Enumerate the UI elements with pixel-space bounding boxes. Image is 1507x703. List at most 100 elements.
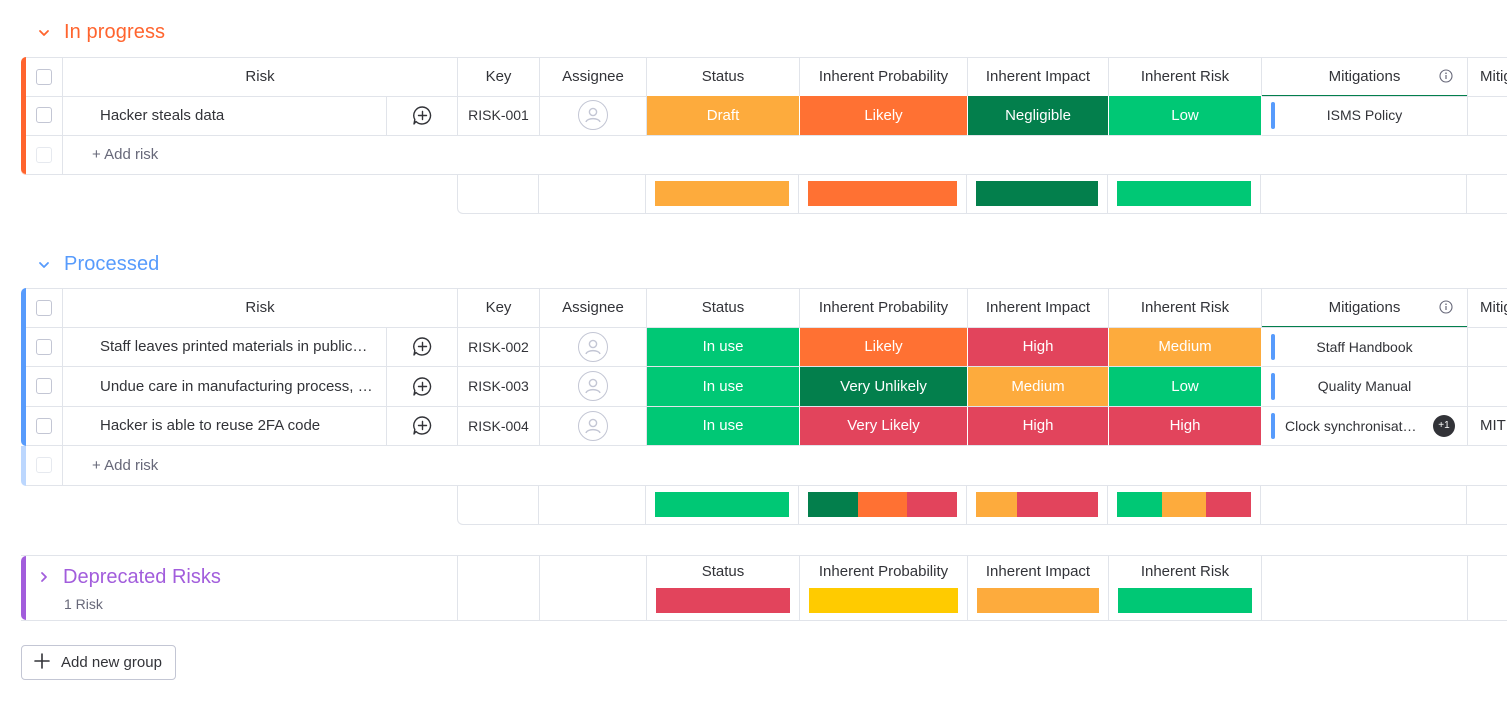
mitigations-2-cell[interactable]: MIT: [1468, 407, 1507, 446]
add-risk-row[interactable]: + Add risk: [21, 446, 1507, 486]
add-new-group-button[interactable]: Add new group: [21, 645, 176, 680]
group-collapsed-deprecated[interactable]: Deprecated Risks 1 Risk Status Inherent …: [21, 555, 1507, 621]
column-header-probability[interactable]: Inherent Probability: [800, 288, 968, 328]
avatar-placeholder-icon[interactable]: [578, 100, 608, 131]
table-row[interactable]: Staff leaves printed materials in public…: [21, 327, 1507, 367]
mitigation-link[interactable]: Clock synchronisat… +1: [1271, 412, 1458, 440]
column-header-impact[interactable]: Inherent Impact: [968, 57, 1109, 97]
column-header-mitigations[interactable]: Mitigations: [1262, 57, 1468, 97]
assignee-cell[interactable]: [540, 96, 647, 136]
column-header-risk[interactable]: Risk: [63, 288, 458, 328]
mitigation-cell[interactable]: Quality Manual: [1262, 367, 1468, 407]
probability-label[interactable]: Very Likely: [800, 406, 968, 446]
chevron-down-icon[interactable]: [36, 25, 52, 41]
mitigations-2-cell[interactable]: [1468, 328, 1507, 367]
column-header-mitigations-2[interactable]: Mitig: [1468, 57, 1507, 97]
inherent-risk-label[interactable]: Low: [1109, 367, 1262, 407]
status-label[interactable]: In use: [647, 406, 800, 446]
avatar-placeholder-icon[interactable]: [578, 371, 608, 402]
probability-summary-bar[interactable]: [808, 181, 957, 206]
column-header-status[interactable]: Status: [647, 288, 800, 328]
column-header-mitigations[interactable]: Mitigations: [1262, 288, 1468, 328]
probability-summary-bar[interactable]: [808, 492, 957, 517]
probability-label[interactable]: Likely: [800, 327, 968, 367]
column-header-key[interactable]: Key: [458, 288, 540, 328]
inherent-risk-summary-bar[interactable]: [1117, 492, 1251, 517]
assignee-cell[interactable]: [540, 327, 647, 367]
column-header-status[interactable]: Status: [647, 57, 800, 97]
row-checkbox[interactable]: [26, 367, 63, 407]
table-row[interactable]: Hacker steals data RISK-001 Draft Likely…: [21, 96, 1507, 136]
status-label[interactable]: Draft: [647, 96, 800, 136]
risk-name[interactable]: Hacker is able to reuse 2FA code: [63, 406, 387, 446]
column-header-inherent-risk[interactable]: Inherent Risk: [1109, 288, 1262, 328]
mitigation-cell[interactable]: Staff Handbook: [1262, 327, 1468, 367]
assignee-cell[interactable]: [540, 406, 647, 446]
column-header-impact[interactable]: Inherent Impact: [968, 288, 1109, 328]
table-row[interactable]: Hacker is able to reuse 2FA code RISK-00…: [21, 406, 1507, 446]
mitigation-cell[interactable]: ISMS Policy: [1262, 96, 1468, 136]
select-all-checkbox[interactable]: [26, 288, 63, 328]
table-row[interactable]: Undue care in manufacturing process, … R…: [21, 367, 1507, 407]
risk-name[interactable]: Hacker steals data: [63, 96, 387, 136]
group-title[interactable]: In progress: [64, 21, 166, 43]
risk-name[interactable]: Undue care in manufacturing process, …: [63, 367, 387, 407]
info-icon[interactable]: [1439, 300, 1453, 318]
group-title[interactable]: Deprecated Risks: [63, 566, 221, 588]
probability-label[interactable]: Very Unlikely: [800, 367, 968, 407]
column-header-probability[interactable]: Inherent Probability: [800, 57, 968, 97]
select-all-checkbox[interactable]: [26, 57, 63, 97]
status-summary-bar[interactable]: [655, 492, 789, 517]
probability-label[interactable]: Likely: [800, 96, 968, 136]
mitigations-2-cell[interactable]: [1468, 96, 1507, 136]
inherent-risk-summary-bar[interactable]: [1118, 588, 1252, 613]
inherent-risk-label[interactable]: Low: [1109, 96, 1262, 136]
group-title[interactable]: Processed: [64, 253, 160, 275]
add-risk-input[interactable]: + Add risk: [63, 446, 1507, 486]
more-mitigations-badge[interactable]: +1: [1433, 414, 1455, 437]
row-checkbox[interactable]: [26, 327, 63, 367]
impact-summary-bar[interactable]: [976, 181, 1098, 206]
add-update-icon[interactable]: [387, 327, 458, 367]
status-summary-bar[interactable]: [656, 588, 790, 613]
row-checkbox[interactable]: [26, 96, 63, 136]
info-icon[interactable]: [1439, 69, 1453, 87]
status-label[interactable]: In use: [647, 327, 800, 367]
inherent-risk-label[interactable]: Medium: [1109, 327, 1262, 367]
impact-label[interactable]: High: [968, 406, 1109, 446]
add-update-icon[interactable]: [387, 367, 458, 407]
avatar-placeholder-icon[interactable]: [578, 410, 608, 441]
impact-summary-bar[interactable]: [976, 492, 1098, 517]
row-checkbox[interactable]: [26, 406, 63, 446]
status-summary-bar[interactable]: [655, 181, 789, 206]
mitigation-cell[interactable]: Clock synchronisat… +1: [1262, 406, 1468, 446]
inherent-risk-summary-bar[interactable]: [1117, 181, 1251, 206]
chevron-right-icon[interactable]: [37, 570, 51, 589]
column-header-key[interactable]: Key: [458, 57, 540, 97]
chevron-down-icon[interactable]: [36, 257, 52, 273]
impact-summary-bar[interactable]: [977, 588, 1099, 613]
mitigation-link[interactable]: Staff Handbook: [1271, 333, 1458, 361]
mitigation-link[interactable]: Quality Manual: [1271, 373, 1458, 400]
impact-label[interactable]: Medium: [968, 367, 1109, 407]
impact-label[interactable]: Negligible: [968, 96, 1109, 136]
add-update-icon[interactable]: [387, 96, 458, 136]
column-header-assignee[interactable]: Assignee: [540, 288, 647, 328]
impact-label[interactable]: High: [968, 327, 1109, 367]
add-update-icon[interactable]: [387, 406, 458, 446]
add-risk-row[interactable]: + Add risk: [21, 135, 1507, 175]
mitigation-link[interactable]: ISMS Policy: [1271, 102, 1458, 129]
group-header-in-progress[interactable]: In progress: [36, 21, 165, 44]
status-label[interactable]: In use: [647, 367, 800, 407]
assignee-cell[interactable]: [540, 367, 647, 407]
column-header-assignee[interactable]: Assignee: [540, 57, 647, 97]
column-header-inherent-risk[interactable]: Inherent Risk: [1109, 57, 1262, 97]
probability-summary-bar[interactable]: [809, 588, 958, 613]
inherent-risk-label[interactable]: High: [1109, 406, 1262, 446]
risk-name[interactable]: Staff leaves printed materials in public…: [63, 327, 387, 367]
avatar-placeholder-icon[interactable]: [578, 331, 608, 362]
add-risk-input[interactable]: + Add risk: [63, 136, 1507, 175]
column-header-risk[interactable]: Risk: [63, 57, 458, 97]
mitigations-2-cell[interactable]: [1468, 367, 1507, 407]
column-header-mitigations-2[interactable]: Mitig: [1468, 288, 1507, 328]
